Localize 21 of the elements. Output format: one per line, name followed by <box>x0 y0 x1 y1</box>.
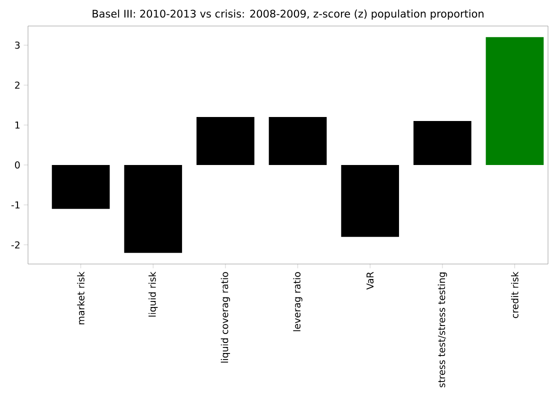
x-tick-label: credit risk <box>511 272 518 318</box>
x-tick-label: stress test/stress testing <box>438 272 447 388</box>
y-tick-label: 2 <box>15 82 20 89</box>
bar <box>341 164 400 237</box>
bar <box>486 37 544 165</box>
x-tick-label: VaR <box>366 272 374 290</box>
bar <box>196 117 254 165</box>
x-tick-label: liquid coverag ratio <box>220 272 230 363</box>
bar <box>124 164 182 253</box>
x-tick-label: liquid risk <box>148 272 158 317</box>
y-tick-label: -2 <box>11 241 20 248</box>
x-tick-label: leverag ratio <box>293 272 302 332</box>
y-tick-label: -1 <box>11 201 20 208</box>
x-tick-label: market risk <box>77 272 84 324</box>
bar <box>52 164 110 209</box>
y-tick-label: 0 <box>15 161 20 169</box>
y-tick-label: 1 <box>15 122 20 128</box>
chart-title: Basel III: 2010-2013 vs crisis: 2008-2009, z-score (z) population proportion <box>92 10 484 20</box>
y-tick-label: 3 <box>15 42 20 49</box>
bar <box>268 117 327 165</box>
bar <box>413 121 472 165</box>
